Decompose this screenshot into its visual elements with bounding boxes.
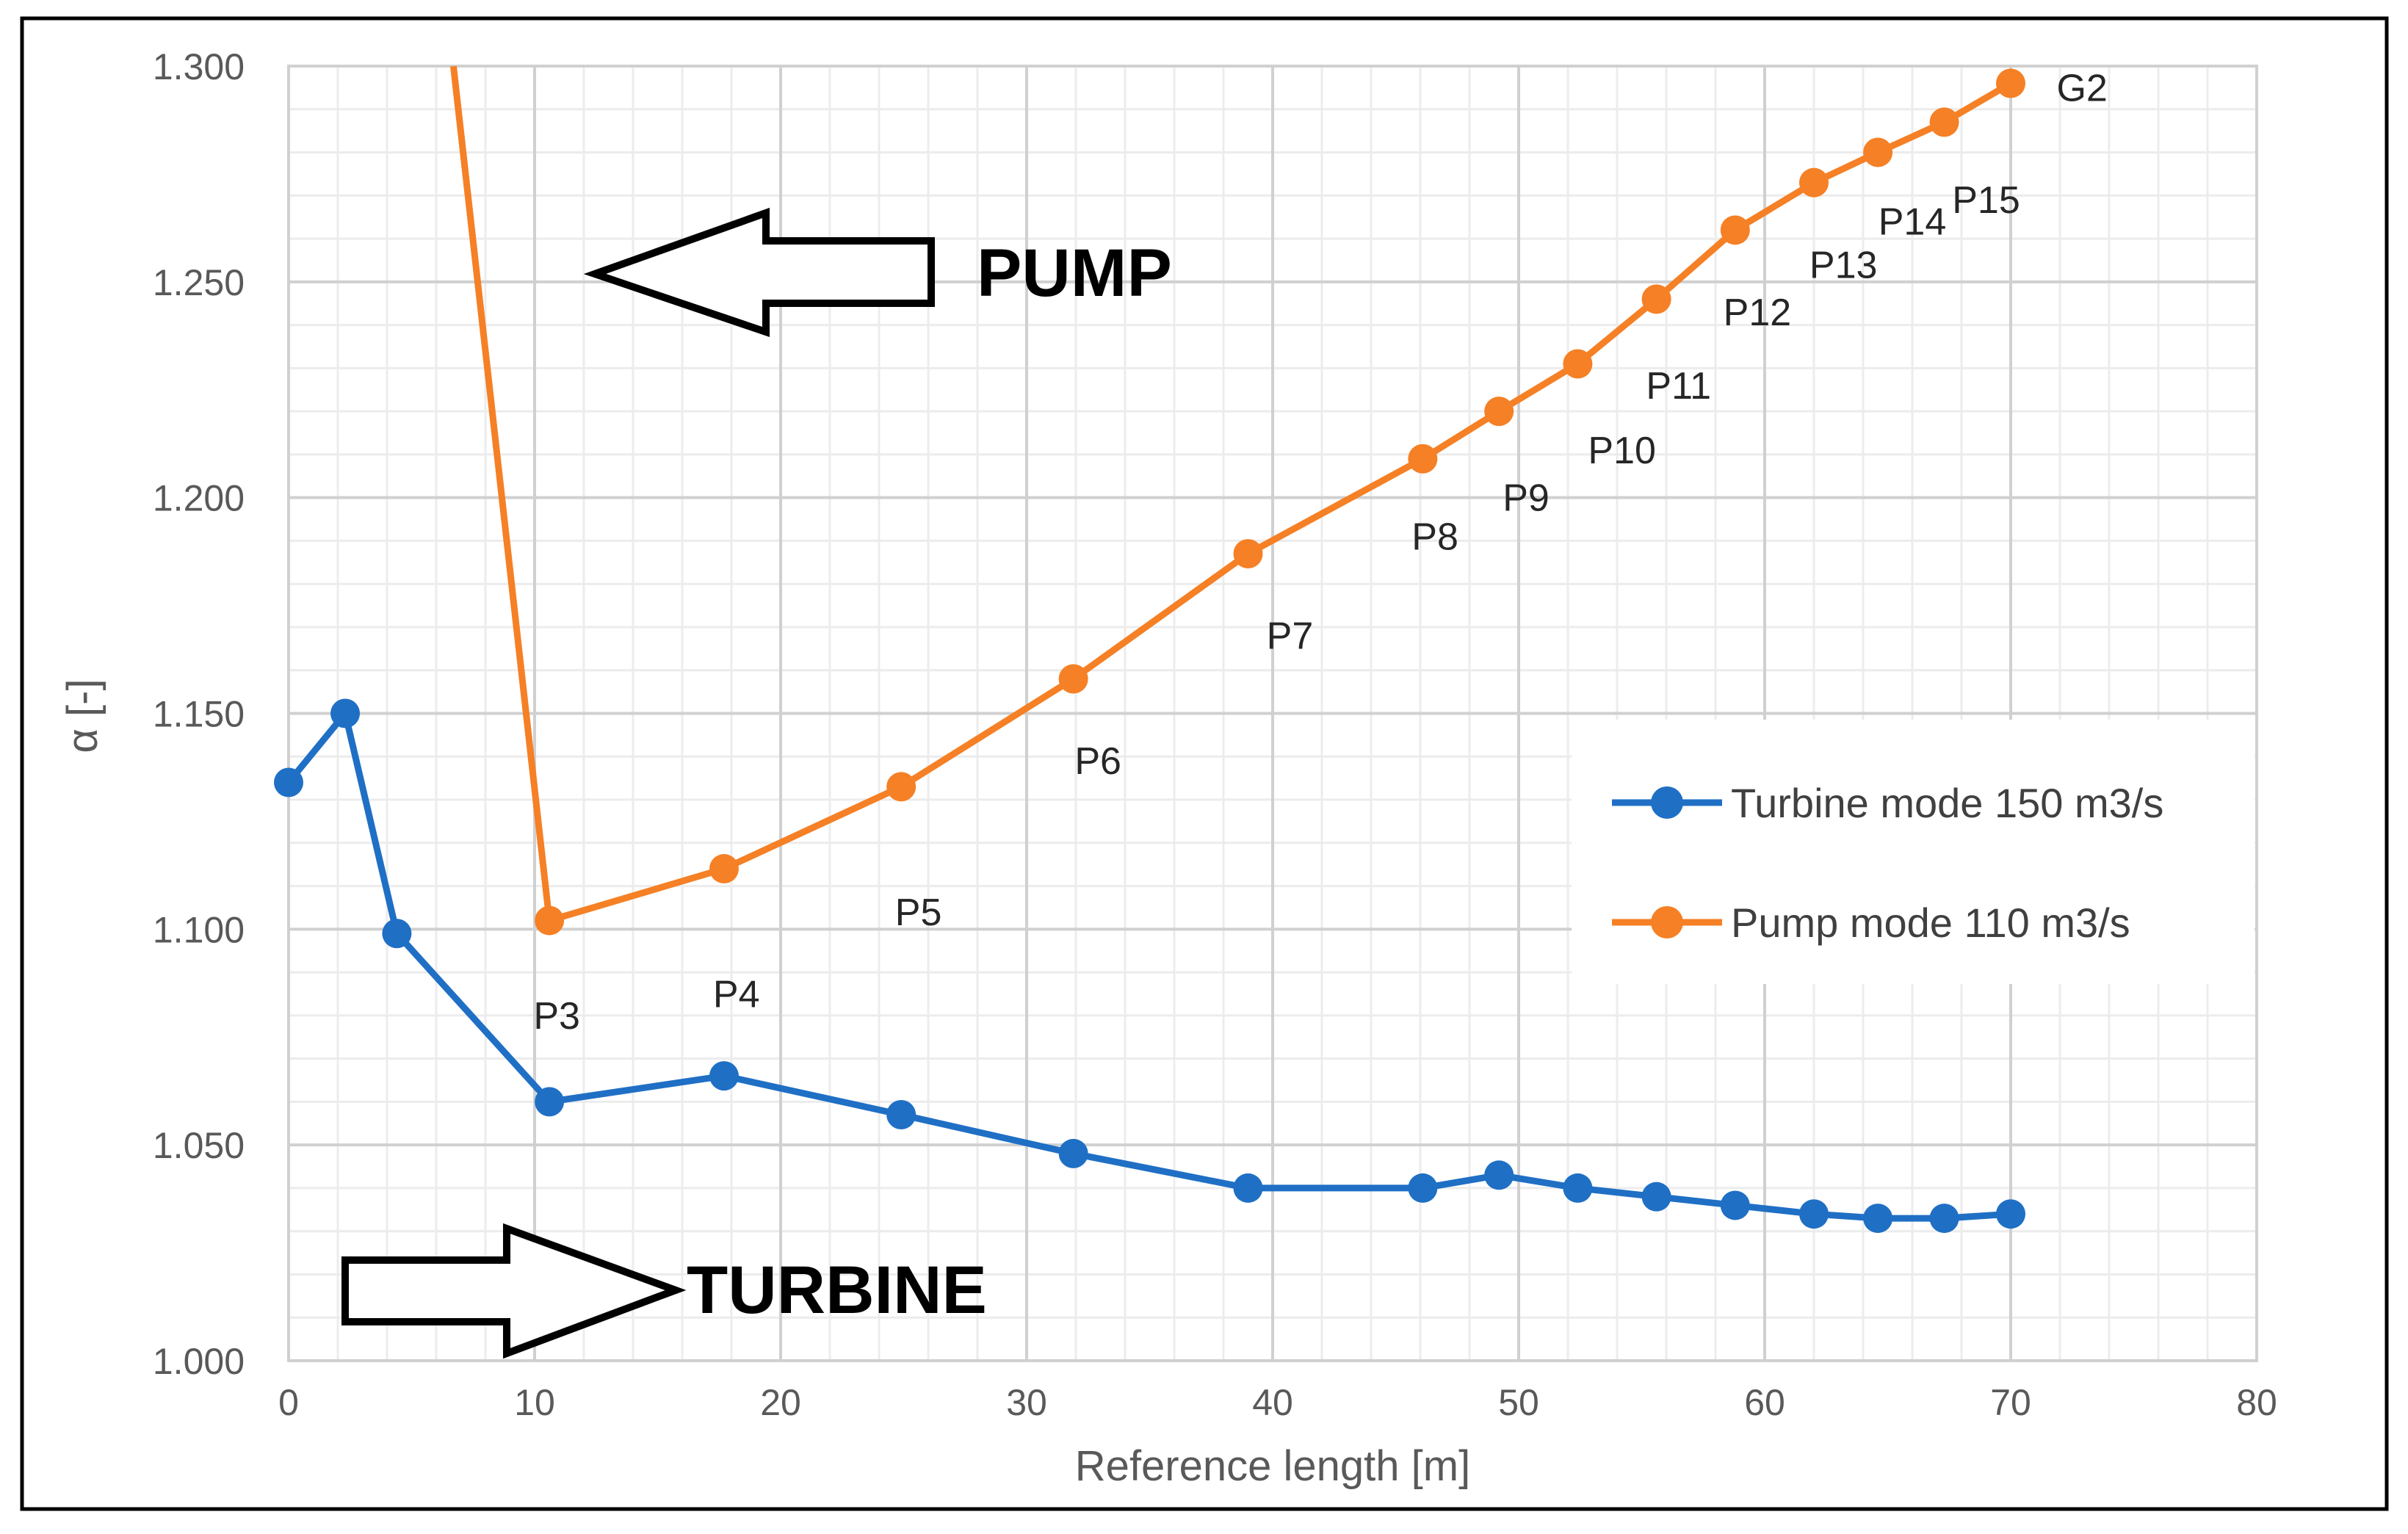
point-label: P11 [1646,365,1711,408]
pump-data-point [1058,664,1088,694]
y-tick-label: 1.100 [153,909,245,950]
pump-data-point [1929,107,1959,137]
point-label: P14 [1879,201,1947,244]
turbine-data-point [1641,1182,1671,1212]
pump-data-point [1563,349,1593,379]
pump-data-point [1233,539,1263,569]
pump-data-point [1408,444,1438,474]
pump-data-point [886,772,916,802]
turbine-data-point [1929,1204,1959,1234]
x-axis-title: Reference length [m] [1075,1442,1470,1490]
plot-area-border [287,65,2258,1362]
y-tick-label: 1.150 [153,694,245,735]
axes: 0 10 20 30 40 50 60 70 80 1.000 1.050 1.100 1.150 1.2… [153,46,2277,1423]
pump-data-point [709,854,739,884]
x-tick-label: 10 [514,1382,555,1423]
point-label: P7 [1267,615,1314,658]
y-tick-label: 1.300 [153,46,245,87]
legend-label: Pump mode 110 m3/s [1731,900,2130,946]
point-label: P4 [713,973,760,1016]
x-tick-label: 0 [278,1382,299,1423]
turbine-data-point [709,1061,739,1091]
turbine-arrow-icon [341,1223,687,1359]
grid [287,65,2258,1362]
turbine-data-point [1408,1173,1438,1203]
pump-data-point [1484,397,1514,427]
y-tick-label: 1.200 [153,478,245,519]
turbine-data-point [1863,1204,1893,1234]
turbine-data-point [1484,1160,1514,1190]
pump-data-point [1720,215,1750,245]
legend-marker [1651,786,1683,819]
turbine-label: TURBINE [687,1253,987,1328]
point-label: P13 [1809,244,1878,286]
x-tick-label: 70 [1990,1382,2031,1423]
turbine-data-point [886,1100,916,1130]
pump-data-point [535,905,565,936]
y-axis-title: α [-] [59,679,106,753]
x-tick-label: 30 [1006,1382,1047,1423]
point-label: P8 [1411,516,1458,559]
pump-data-point [1641,284,1671,314]
point-label: P9 [1503,477,1550,520]
x-tick-label: 20 [760,1382,801,1423]
turbine-data-point [1563,1173,1593,1203]
point-label: P15 [1952,179,2020,222]
turbine-data-point [1233,1173,1263,1203]
turbine-data-point [274,767,303,797]
pump-arrow-icon [583,207,935,337]
legend-label: Turbine mode 150 m3/s [1731,780,2163,826]
turbine-data-point [382,919,412,949]
point-label: P10 [1588,430,1656,472]
y-tick-label: 1.050 [153,1125,245,1166]
y-tick-label: 1.000 [153,1341,245,1382]
turbine-data-point [1996,1199,2025,1229]
point-label: P3 [533,995,580,1038]
turbine-data-point [1720,1190,1750,1220]
x-tick-label: 40 [1252,1382,1293,1423]
legend: Turbine mode 150 m3/s Pump mode 110 m3/s [1572,720,2255,984]
turbine-data-point [535,1087,565,1117]
point-label: P12 [1724,292,1792,334]
pump-label: PUMP [977,236,1172,311]
pump-data-point [1996,68,2025,98]
pump-data-point [1799,167,1829,198]
turbine-data-point [330,698,361,728]
x-tick-label: 80 [2236,1382,2277,1423]
series [274,66,2025,1234]
x-tick-label: 50 [1498,1382,1539,1423]
point-label: G2 [2056,67,2107,109]
x-tick-label: 60 [1744,1382,1785,1423]
legend-box [1572,720,2255,984]
legend-marker [1651,906,1683,938]
point-label: P5 [895,891,942,934]
turbine-data-point [1799,1199,1829,1229]
pump-data-point [1863,137,1893,167]
mode-arrows: PUMP TURBINE [341,207,1172,1359]
point-label: P6 [1074,740,1121,783]
y-tick-label: 1.250 [153,262,245,303]
turbine-data-point [1058,1138,1088,1168]
